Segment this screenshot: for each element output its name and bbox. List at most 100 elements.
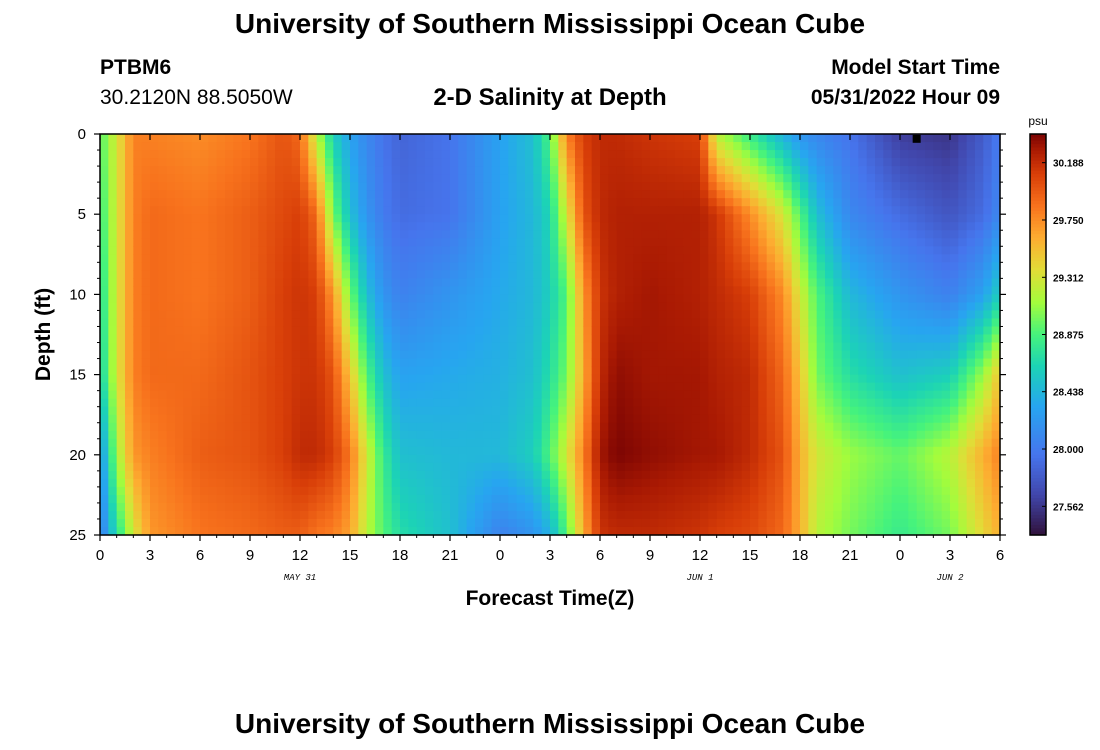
heatmap-cell <box>658 446 668 456</box>
heatmap-cell <box>375 270 384 279</box>
heatmap-cell <box>333 238 343 247</box>
heatmap-cell <box>333 438 343 448</box>
heatmap-cell <box>291 310 301 320</box>
heatmap-cell <box>658 318 668 328</box>
heatmap-cell <box>225 142 234 151</box>
heatmap-cell <box>800 390 809 400</box>
heatmap-cell <box>766 150 776 159</box>
heatmap-cell <box>508 230 518 239</box>
heatmap-cell <box>225 494 234 504</box>
heatmap-cell <box>116 310 126 320</box>
heatmap-cell <box>175 398 184 408</box>
heatmap-cell <box>800 302 809 312</box>
heatmap-cell <box>591 382 601 392</box>
heatmap-cell <box>850 374 859 384</box>
heatmap-cell <box>775 230 784 239</box>
heatmap-cell <box>425 246 434 255</box>
heatmap-cell <box>750 414 759 424</box>
heatmap-cell <box>858 182 868 191</box>
heatmap-cell <box>375 478 384 488</box>
heatmap-cell <box>208 382 218 392</box>
heatmap-cell <box>350 446 359 456</box>
heatmap-cell <box>358 302 368 312</box>
heatmap-cell <box>450 238 459 247</box>
heatmap-cell <box>725 254 734 263</box>
page-title: University of Southern Mississippi Ocean… <box>234 8 866 39</box>
heatmap-cell <box>783 310 793 320</box>
heatmap-cell <box>583 158 593 167</box>
heatmap-cell <box>666 414 676 424</box>
heatmap-cell <box>308 366 318 376</box>
heatmap-cell <box>625 182 634 191</box>
heatmap-cell <box>758 510 768 520</box>
heatmap-cell <box>475 454 484 464</box>
heatmap-cell <box>100 302 109 312</box>
heatmap-cell <box>566 134 576 143</box>
heatmap-cell <box>750 230 759 239</box>
heatmap-cell <box>558 222 568 231</box>
heatmap-cell <box>408 334 418 344</box>
heatmap-cell <box>475 198 484 207</box>
heatmap-cell <box>750 462 759 472</box>
heatmap-cell <box>125 174 134 183</box>
heatmap-cell <box>583 150 593 159</box>
heatmap-cell <box>741 446 751 456</box>
heatmap-cell <box>725 222 734 231</box>
heatmap-cell <box>808 494 818 504</box>
heatmap-cell <box>408 454 418 464</box>
heatmap-cell <box>391 486 401 496</box>
heatmap-cell <box>633 462 643 472</box>
heatmap-cell <box>791 262 801 271</box>
heatmap-cell <box>250 374 259 384</box>
heatmap-cell <box>816 342 826 352</box>
heatmap-cell <box>475 486 484 496</box>
heatmap-cell <box>383 518 393 528</box>
heatmap-cell <box>183 502 193 512</box>
heatmap-cell <box>725 310 734 320</box>
heatmap-cell <box>416 190 426 199</box>
heatmap-cell <box>416 358 426 368</box>
heatmap-cell <box>275 414 284 424</box>
heatmap-cell <box>325 510 334 520</box>
heatmap-cell <box>200 438 209 448</box>
heatmap-cell <box>308 134 318 143</box>
heatmap-cell <box>708 438 718 448</box>
heatmap-cell <box>275 486 284 496</box>
heatmap-cell <box>383 422 393 432</box>
heatmap-cell <box>258 270 268 279</box>
heatmap-cell <box>716 414 726 424</box>
heatmap-cell <box>908 206 918 215</box>
heatmap-cell <box>166 486 176 496</box>
heatmap-cell <box>241 342 251 352</box>
heatmap-cell <box>325 406 334 416</box>
heatmap-cell <box>791 150 801 159</box>
heatmap-cell <box>675 262 684 271</box>
heatmap-cell <box>350 230 359 239</box>
heatmap-cell <box>858 462 868 472</box>
heatmap-cell <box>691 318 701 328</box>
heatmap-cell <box>741 494 751 504</box>
heatmap-cell <box>900 502 909 512</box>
heatmap-cell <box>275 214 284 223</box>
heatmap-cell <box>891 230 901 239</box>
heatmap-cell <box>908 150 918 159</box>
heatmap-cell <box>116 374 126 384</box>
heatmap-cell <box>208 182 218 191</box>
heatmap-cell <box>250 462 259 472</box>
heatmap-cell <box>116 382 126 392</box>
heatmap-cell <box>783 278 793 287</box>
heatmap-cell <box>891 270 901 279</box>
heatmap-cell <box>775 246 784 255</box>
heatmap-cell <box>558 438 568 448</box>
heatmap-cell <box>841 518 851 528</box>
heatmap-cell <box>108 254 118 263</box>
heatmap-cell <box>291 438 301 448</box>
heatmap-cell <box>358 390 368 400</box>
heatmap-cell <box>308 286 318 295</box>
heatmap-cell <box>758 430 768 440</box>
heatmap-cell <box>275 182 284 191</box>
heatmap-cell <box>225 238 234 247</box>
heatmap-cell <box>633 158 643 167</box>
heatmap-cell <box>175 502 184 512</box>
heatmap-cell <box>658 222 668 231</box>
